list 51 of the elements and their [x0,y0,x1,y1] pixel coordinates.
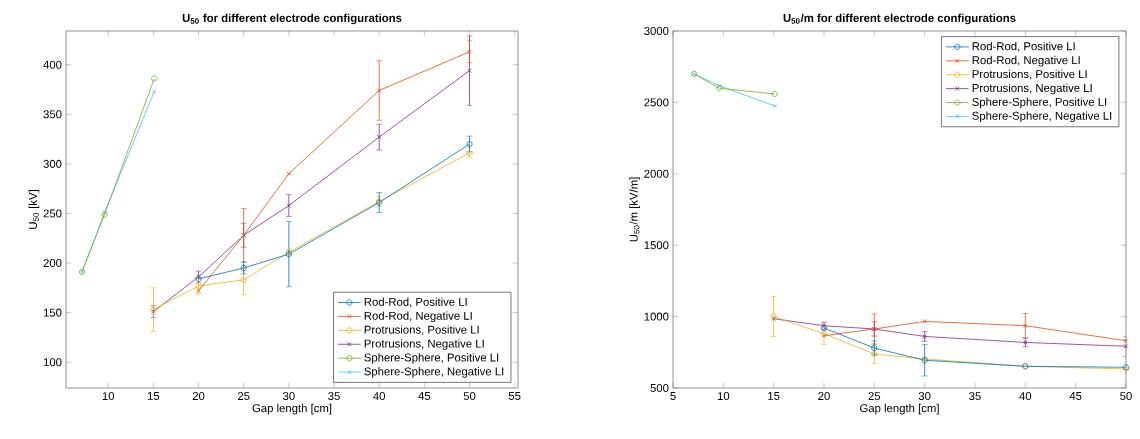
y-tick-label: 1000 [644,312,669,321]
legend-label: Sphere-Sphere, Positive LI [364,353,499,364]
y-tick-label: 2500 [644,98,669,107]
legend-label: Sphere-Sphere, Positive LI [972,97,1107,109]
legend-label: Rod-Rod, Negative LI [972,55,1080,67]
x-tick-label: 15 [768,392,780,400]
y-tick-label: 100 [43,358,62,367]
y-tick-label: 2000 [644,169,669,178]
x-axis-title: Gap length [cm] [860,403,939,415]
x-tick-label: 30 [918,392,931,401]
y-axis-title: U$_{50}$/m [kV/m] [629,177,640,242]
y-tick-label: 1500 [644,241,669,250]
y-tick-label: 400 [43,60,62,69]
legend-label: Protrusions, Negative LI [364,339,484,350]
x-tick-label: 35 [969,392,981,401]
x-tick-label: 20 [818,392,830,401]
legend-label: Protrusions, Negative LI [972,83,1092,95]
legend-label: Protrusions, Positive LI [972,69,1087,80]
x-tick-label: 35 [328,392,340,401]
y-tick-label: 150 [43,308,62,317]
y-tick-label: 300 [43,159,62,168]
x-tick-label: 15 [147,392,160,400]
chart-title: U$_{50}$/m for different electrode configurations [783,13,1016,25]
legend-label: Rod-Rod, Negative LI [364,311,472,323]
legend-label: Protrusions, Positive LI [364,325,479,336]
x-tick-label: 25 [237,392,250,401]
y-axis-title: U$_{50}$ [kV] [28,190,40,229]
y-tick-label: 250 [43,209,62,218]
x-tick-label: 10 [717,392,730,401]
chart-title: U$_{50}$ for different electrode configurations [182,13,402,25]
y-tick-label: 200 [43,259,62,268]
x-tick-label: 50 [1120,392,1132,401]
legend-label: Rod-Rod, Positive LI [972,41,1075,52]
legend-label: Sphere-Sphere, Negative LI [972,111,1112,123]
x-tick-label: 10 [102,392,115,401]
x-tick-label: 25 [868,392,881,401]
legend-label: Rod-Rod, Positive LI [364,297,467,308]
x-tick-label: 40 [1019,392,1032,401]
x-axis-title: Gap length [cm] [252,403,332,415]
x-tick-label: 45 [418,392,431,400]
y-tick-label: 500 [650,383,669,392]
y-tick-label: 3000 [644,26,669,35]
x-tick-label: 55 [508,392,521,400]
x-tick-label: 20 [192,392,205,401]
x-tick-label: 40 [373,392,386,401]
x-tick-label: 45 [1069,392,1082,400]
x-tick-label: 5 [670,392,676,400]
y-tick-label: 350 [43,110,62,119]
x-tick-label: 30 [282,392,295,401]
x-tick-label: 50 [463,392,476,401]
legend-label: Sphere-Sphere, Negative LI [364,367,504,378]
